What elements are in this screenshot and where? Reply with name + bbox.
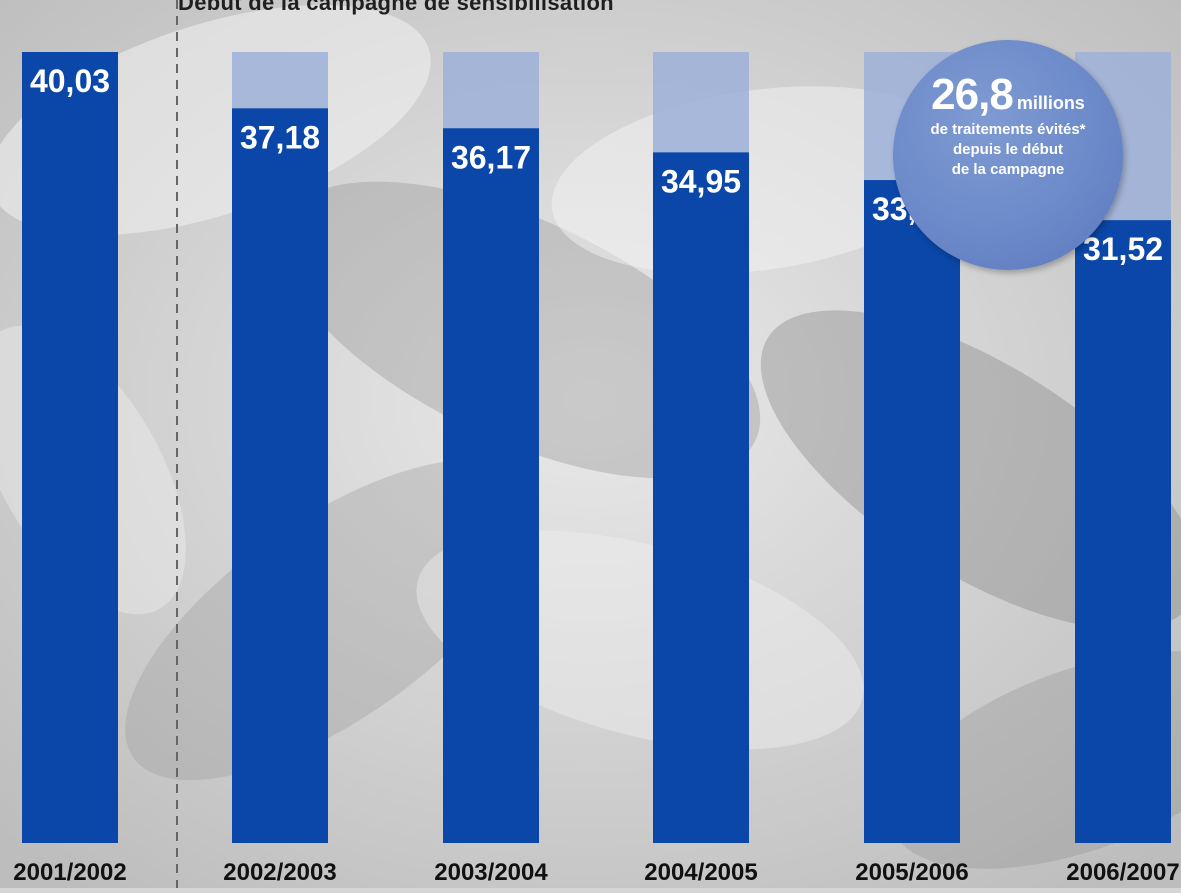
value-label-2004-2005: 34,95 — [661, 163, 741, 199]
callout-line-1: de traitements évités* — [930, 121, 1086, 138]
callout-line-3: de la campagne — [951, 161, 1065, 178]
bar-2006-2007 — [1075, 220, 1171, 844]
category-label-2002-2003: 2002/2003 — [223, 859, 336, 886]
bar-2003-2004 — [443, 128, 539, 843]
category-label-2006-2007: 2006/2007 — [1066, 859, 1179, 886]
bar-2004-2005 — [653, 152, 749, 843]
value-label-2002-2003: 37,18 — [240, 119, 320, 155]
callout-number: 26,8 — [931, 70, 1014, 119]
treatments-avoided-callout: 26,8 millions de traitements évités* depu… — [893, 40, 1123, 270]
value-label-2001-2002: 40,03 — [30, 63, 110, 99]
category-label-2001-2002: 2001/2002 — [13, 859, 126, 886]
bar-2005-2006 — [864, 180, 960, 843]
callout-line-2: depuis le début — [952, 141, 1063, 158]
value-label-2006-2007: 31,52 — [1083, 231, 1163, 267]
category-label-2005-2006: 2005/2006 — [855, 859, 968, 886]
campaign-start-annotation: Début de la campagne de sensibilisation — [178, 0, 614, 15]
category-label-2004-2005: 2004/2005 — [644, 859, 757, 886]
bar-2002-2003 — [232, 108, 328, 843]
bar-2001-2002 — [22, 52, 118, 843]
category-label-2003-2004: 2003/2004 — [434, 859, 548, 886]
value-label-2003-2004: 36,17 — [451, 139, 531, 175]
callout-unit: millions — [1016, 93, 1085, 113]
